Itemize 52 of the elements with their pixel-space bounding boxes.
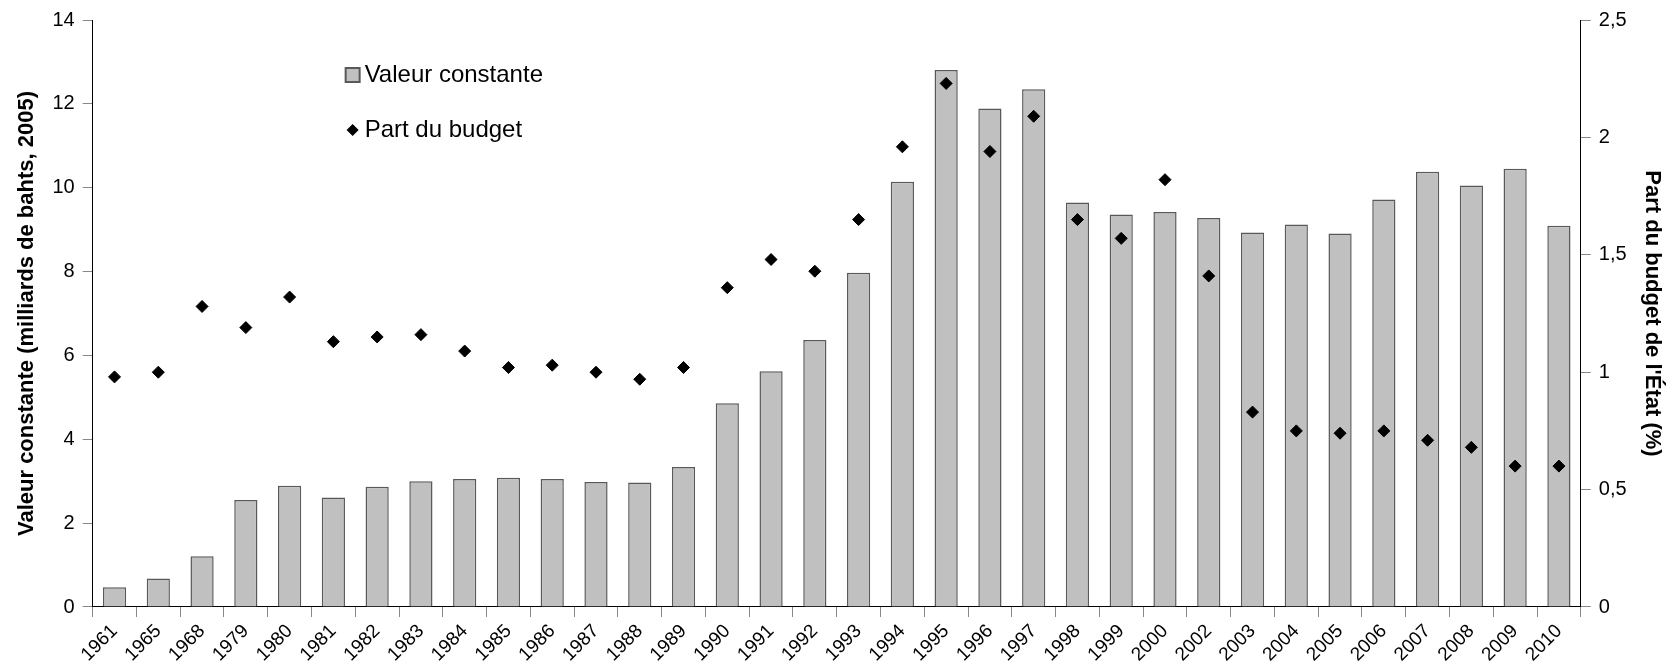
legend-label: Valeur constante bbox=[364, 59, 543, 87]
y2-axis-title: Part du budget de l'État (%) bbox=[1640, 170, 1666, 457]
point bbox=[545, 358, 559, 372]
y-tick-label: 0 bbox=[63, 594, 75, 617]
y2-tick-label: 2,5 bbox=[1598, 7, 1627, 30]
point bbox=[895, 140, 909, 154]
point bbox=[501, 361, 515, 374]
point bbox=[1552, 459, 1566, 473]
y2-tick-label: 1 bbox=[1598, 359, 1610, 382]
y-tick-label: 4 bbox=[63, 426, 75, 449]
point bbox=[1027, 109, 1041, 123]
point bbox=[1333, 426, 1347, 440]
y-tick-label: 14 bbox=[52, 7, 75, 30]
point bbox=[108, 370, 122, 384]
point bbox=[1246, 405, 1260, 419]
legend-label: Part du budget bbox=[364, 114, 523, 142]
point bbox=[1464, 440, 1478, 454]
point bbox=[151, 365, 165, 379]
point bbox=[326, 335, 340, 349]
point bbox=[983, 144, 997, 158]
point bbox=[589, 365, 603, 379]
point bbox=[764, 252, 778, 266]
y2-tick-label: 2 bbox=[1598, 124, 1610, 147]
point bbox=[808, 264, 822, 278]
point bbox=[414, 328, 428, 342]
point bbox=[633, 372, 647, 386]
point bbox=[1202, 269, 1216, 283]
point bbox=[1070, 213, 1084, 227]
point bbox=[283, 290, 297, 304]
y2-tick-label: 0,5 bbox=[1598, 477, 1627, 500]
point bbox=[939, 76, 953, 90]
y-tick-label: 2 bbox=[63, 510, 75, 533]
point bbox=[1114, 231, 1128, 245]
y-tick-label: 12 bbox=[52, 91, 75, 114]
y2-tick-label: 1,5 bbox=[1598, 242, 1627, 265]
point bbox=[852, 213, 866, 227]
y2-tick-label: 0 bbox=[1598, 594, 1610, 617]
point bbox=[1158, 173, 1172, 187]
y-tick-label: 10 bbox=[52, 175, 75, 198]
point bbox=[239, 321, 253, 335]
point bbox=[1508, 459, 1522, 473]
point bbox=[1289, 424, 1303, 438]
point bbox=[720, 281, 734, 295]
point bbox=[458, 344, 472, 358]
point bbox=[677, 361, 691, 374]
point bbox=[370, 330, 384, 344]
y-axis-title: Valeur constante (milliards de bahts, 2005) bbox=[13, 90, 39, 537]
y-tick-label: 8 bbox=[63, 259, 75, 282]
point bbox=[1421, 433, 1435, 447]
point bbox=[1377, 424, 1391, 438]
y-tick-label: 6 bbox=[63, 342, 75, 365]
point bbox=[195, 299, 209, 313]
